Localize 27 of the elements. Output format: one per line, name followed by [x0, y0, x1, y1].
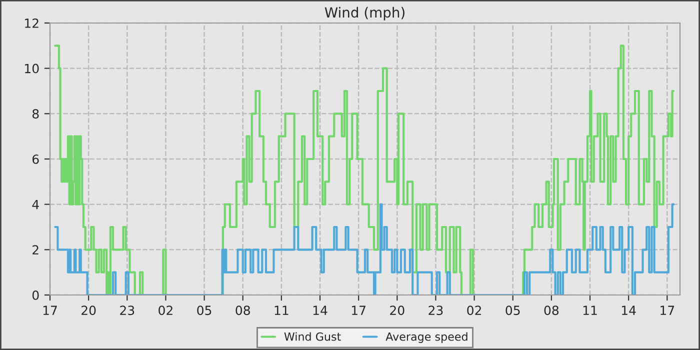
y-tick-label: 2 [32, 245, 38, 254]
x-tick-label: 20 [82, 306, 96, 316]
x-tick-label: 23 [120, 306, 134, 316]
x-tick-label: 05 [197, 306, 212, 316]
y-tick-label: 0 [32, 290, 39, 300]
x-tick-label: 08 [544, 306, 559, 316]
x-tick-label: 17 [43, 306, 57, 315]
x-tick-label: 14 [313, 306, 328, 315]
legend-label: Wind Gust [284, 332, 341, 341]
y-tick-label: 12 [25, 18, 38, 28]
x-tick-label: 02 [158, 306, 172, 316]
x-tick-label: 14 [622, 306, 636, 315]
legend-label: Average speed [386, 332, 468, 343]
x-tick-label: 23 [428, 306, 443, 316]
x-tick-label: 20 [390, 306, 404, 316]
y-tick-label: 8 [32, 109, 39, 119]
x-tick-label: 02 [467, 306, 481, 316]
y-tick-label: 4 [32, 200, 39, 210]
y-tick-label: 6 [32, 154, 39, 164]
x-tick-label: 11 [583, 306, 597, 315]
x-tick-label: 08 [236, 306, 250, 316]
y-tick-label: 10 [25, 64, 39, 74]
x-tick-label: 05 [506, 306, 520, 316]
x-tick-label: 17 [352, 306, 366, 315]
x-tick-label: 11 [274, 306, 288, 315]
chart-title: Wind (mph) [324, 6, 404, 20]
x-tick-label: 17 [660, 306, 674, 315]
